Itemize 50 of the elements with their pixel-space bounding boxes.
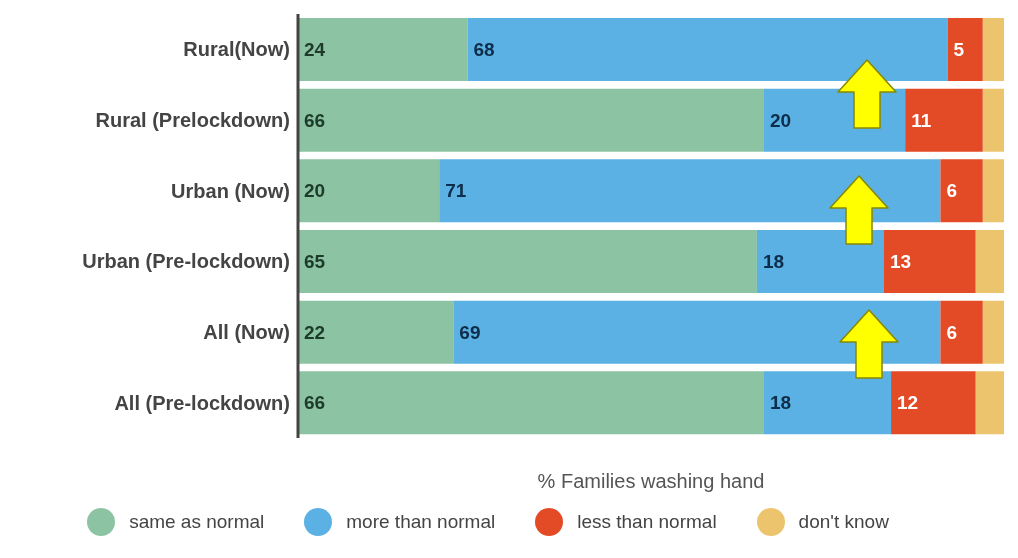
data-label: 5 — [953, 39, 965, 61]
bar — [298, 371, 764, 435]
data-label: 6 — [946, 180, 958, 202]
data-label: 20 — [304, 180, 326, 202]
bar — [467, 18, 948, 81]
data-label: 66 — [304, 109, 326, 131]
data-label: 65 — [304, 251, 326, 273]
bar — [883, 230, 976, 293]
data-label: 11 — [911, 109, 932, 131]
legend-label: same as normal — [129, 511, 265, 533]
data-label: 66 — [304, 392, 326, 414]
legend-label: don't know — [798, 511, 889, 533]
bar — [947, 18, 983, 81]
data-label: 24 — [304, 39, 326, 61]
y-tick-label: All (Pre-lockdown) — [114, 391, 290, 414]
data-label: 18 — [769, 392, 792, 414]
y-tick-label: Urban (Pre-lockdown) — [82, 250, 290, 273]
bar — [891, 371, 976, 435]
data-label: 18 — [762, 251, 785, 273]
y-tick-label: Urban (Now) — [171, 179, 290, 202]
bar — [982, 88, 1004, 152]
bar — [298, 18, 468, 81]
legend-label: less than normal — [577, 511, 717, 533]
bar — [298, 230, 757, 293]
bar — [905, 88, 983, 152]
bar — [975, 230, 1004, 293]
bar — [298, 88, 764, 152]
x-axis-title: % Families washing hand — [537, 470, 765, 492]
bar — [975, 371, 1004, 435]
data-label: 68 — [473, 39, 495, 61]
data-label: 12 — [897, 392, 919, 414]
legend-label: more than normal — [346, 511, 496, 533]
bar — [940, 159, 983, 223]
data-label: 22 — [304, 321, 326, 343]
y-tick-label: Rural(Now) — [183, 38, 290, 61]
data-label: 20 — [769, 109, 792, 131]
y-tick-label: All (Now) — [203, 321, 290, 344]
data-label: 13 — [889, 251, 912, 273]
bar — [982, 18, 1004, 81]
bar — [298, 159, 440, 223]
bar — [982, 300, 1004, 364]
bar — [763, 371, 892, 435]
y-tick-label: Rural (Prelockdown) — [95, 109, 290, 132]
bar — [756, 230, 884, 293]
data-label: 69 — [459, 321, 481, 343]
data-label: 6 — [946, 321, 958, 343]
bar — [940, 300, 983, 364]
bar — [298, 300, 454, 364]
bar — [982, 159, 1004, 223]
data-label: 71 — [445, 180, 467, 202]
